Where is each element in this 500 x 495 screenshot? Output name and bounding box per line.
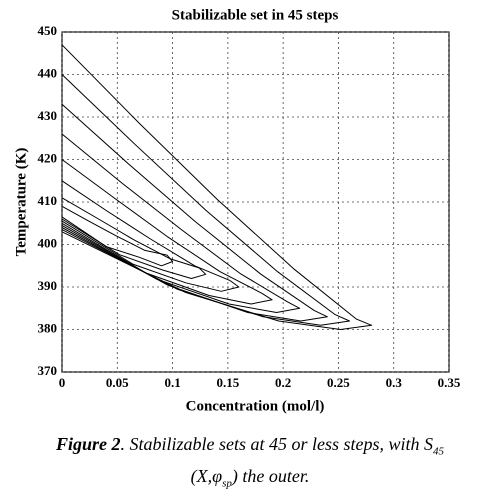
y-axis-label: Temperature (K) bbox=[13, 148, 29, 257]
chart: Stabilizable set in 45 steps Concentrati… bbox=[13, 7, 461, 414]
y-tick-label: 440 bbox=[38, 65, 58, 80]
y-tick-label: 390 bbox=[38, 278, 58, 293]
x-tick-label: 0.15 bbox=[216, 375, 239, 390]
set-boundary bbox=[61, 197, 207, 279]
y-tick-label: 380 bbox=[38, 320, 58, 335]
x-tick-label: 0.35 bbox=[438, 375, 461, 390]
x-axis-label: Concentration (mol/l) bbox=[186, 398, 325, 414]
x-tick-label: 0 bbox=[59, 375, 66, 390]
caption-sub: 45 bbox=[433, 445, 445, 458]
y-tick-label: 420 bbox=[38, 150, 58, 165]
set-boundary bbox=[61, 205, 174, 267]
set-boundary bbox=[61, 180, 240, 292]
caption-sub: sp bbox=[222, 477, 232, 490]
y-tick-label: 410 bbox=[38, 193, 58, 208]
y-tick-label: 370 bbox=[38, 363, 58, 378]
x-tick-label: 0.2 bbox=[275, 375, 291, 390]
caption-text: ) the outer. bbox=[231, 465, 310, 486]
y-tick-label: 450 bbox=[38, 23, 58, 38]
x-tick-label: 0.3 bbox=[386, 375, 403, 390]
chart-title: Stabilizable set in 45 steps bbox=[172, 7, 339, 23]
y-tick-label: 400 bbox=[38, 235, 58, 250]
x-tick-label: 0.05 bbox=[106, 375, 129, 390]
caption-text: (X,φ bbox=[190, 465, 223, 486]
set-boundary bbox=[61, 159, 273, 305]
set-boundary bbox=[61, 103, 328, 322]
y-tick-label: 430 bbox=[38, 108, 58, 123]
set-boundary bbox=[61, 133, 301, 313]
x-tick-label: 0.1 bbox=[164, 375, 180, 390]
caption-text: . Stabilizable sets at 45 or less steps,… bbox=[120, 434, 434, 454]
x-tick-label: 0.25 bbox=[327, 375, 350, 390]
caption: Figure 2. Stabilizable sets at 45 or les… bbox=[0, 432, 500, 495]
caption-label: Figure 2 bbox=[55, 434, 121, 454]
